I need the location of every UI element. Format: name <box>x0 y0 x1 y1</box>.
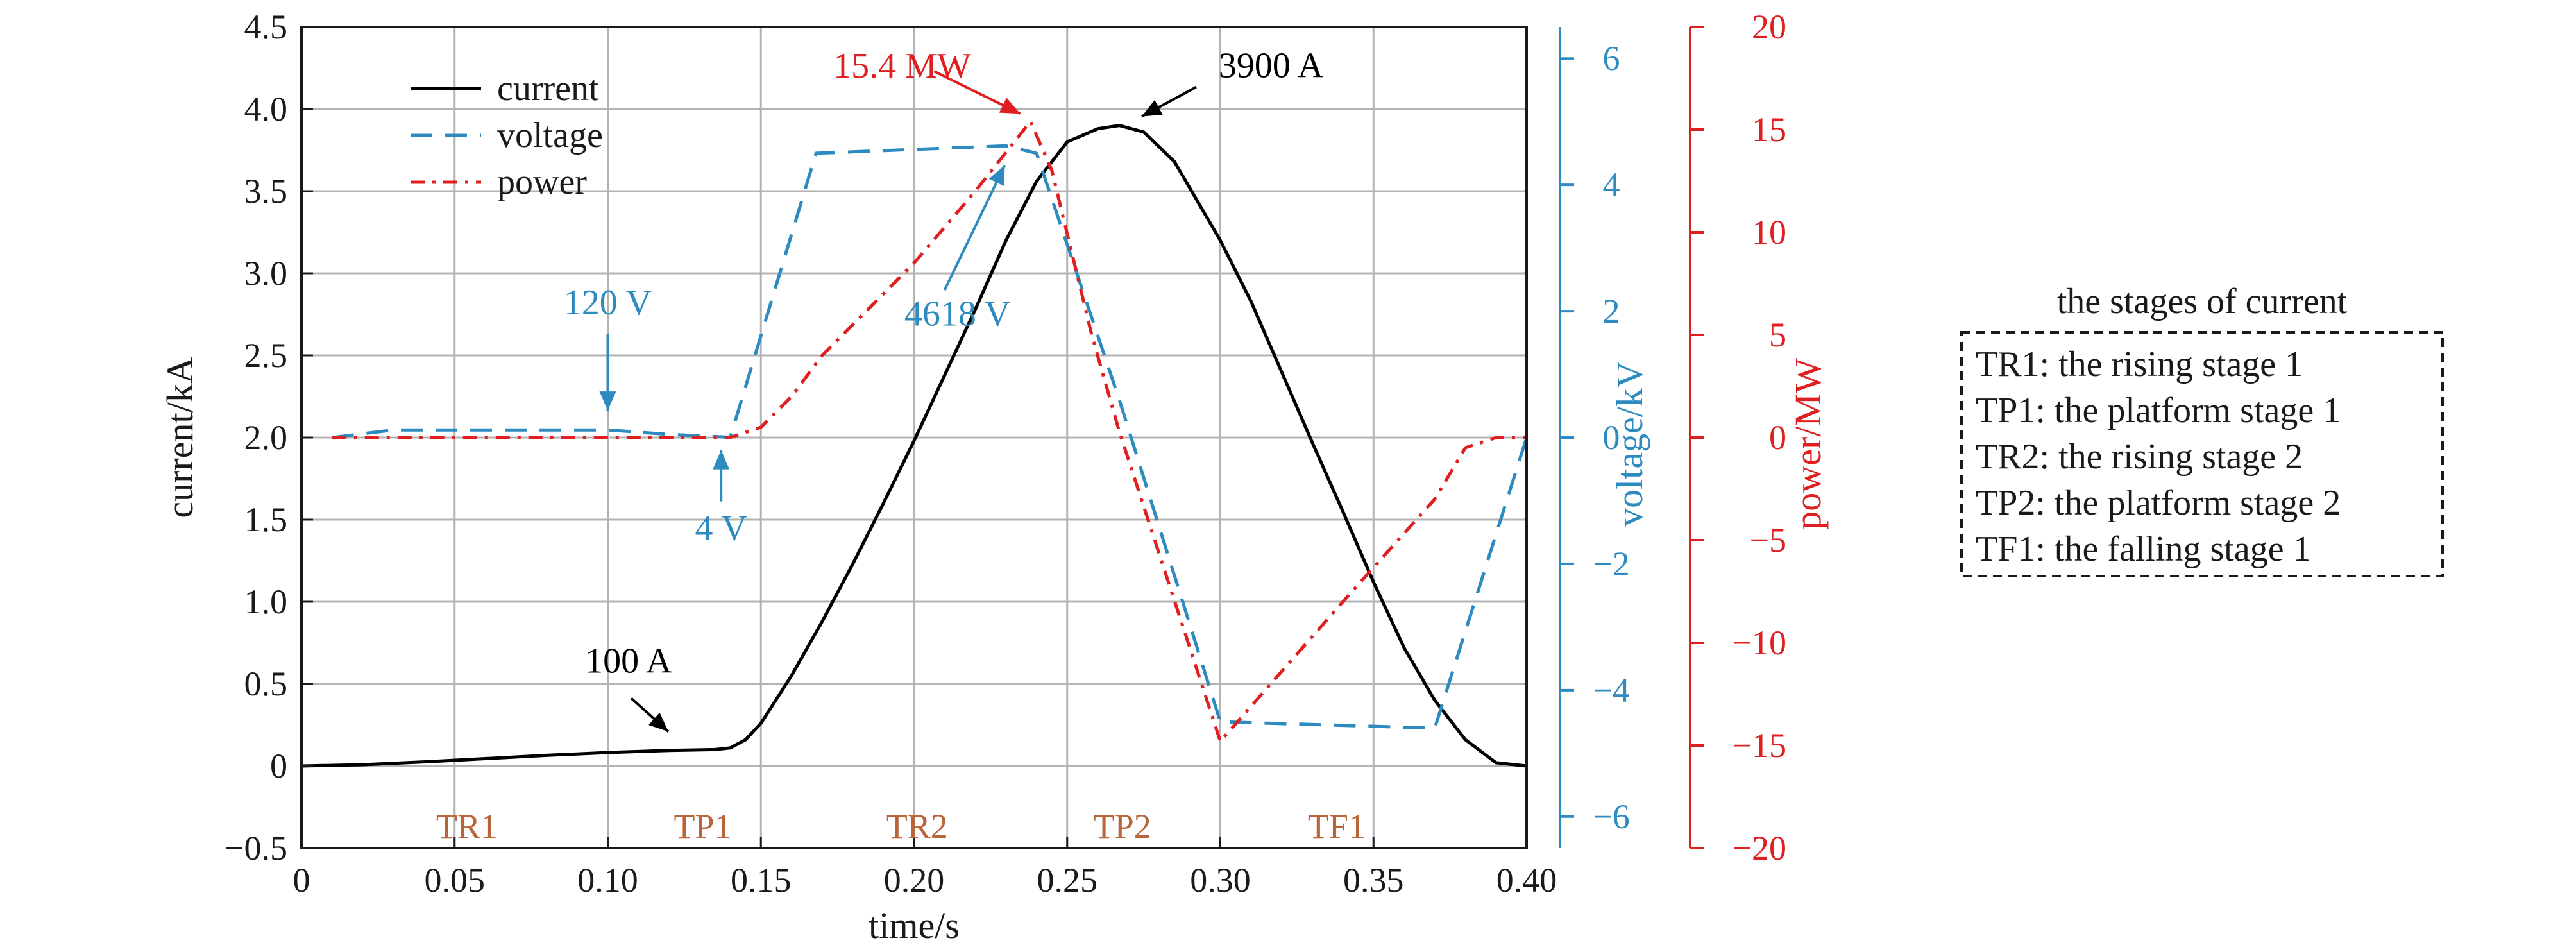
y-axis-title-power: power/MW <box>1787 358 1829 530</box>
stages-legend-box: the stages of current TR1: the rising sta… <box>1960 282 2444 577</box>
y-tick-label: 4.0 <box>244 90 288 128</box>
y-tick-label: 2.0 <box>244 418 288 457</box>
x-tick-label: 0.35 <box>1343 861 1404 899</box>
legend: current voltage power <box>411 69 603 202</box>
x-tick-label: 0.25 <box>1037 861 1098 899</box>
y-tick-label: 1.0 <box>244 583 288 621</box>
legend-label-current: current <box>497 69 599 108</box>
ann-154mw-label: 15.4 MW <box>833 46 971 86</box>
y-tick-label: 0 <box>270 747 287 785</box>
stages-box-item: TR2: the rising stage 2 <box>1976 437 2303 477</box>
voltage-tick-label: 0 <box>1603 418 1620 457</box>
x-tick-label: 0 <box>293 861 310 899</box>
stages-box-item: TR1: the rising stage 1 <box>1976 345 2303 384</box>
stages-box-item: TP2: the platform stage 2 <box>1976 483 2341 523</box>
x-tick-label: 0.30 <box>1190 861 1251 899</box>
y-tick-label: 2.5 <box>244 336 288 375</box>
voltage-tick-label: −6 <box>1593 797 1629 836</box>
stage-label-tf1: TF1 <box>1308 807 1366 846</box>
series-line-current <box>301 124 1527 768</box>
legend-label-power: power <box>497 162 587 202</box>
x-tick-label: 0.05 <box>425 861 486 899</box>
ann-4618v-label: 4618 V <box>904 294 1010 334</box>
voltage-tick-label: 6 <box>1603 39 1620 78</box>
y-tick-label: 0.5 <box>244 665 288 703</box>
stage-label-tp2: TP2 <box>1094 807 1151 846</box>
stages-box-title: the stages of current <box>2057 282 2348 321</box>
stages-box-item: TF1: the falling stage 1 <box>1976 529 2311 569</box>
power-tick-label: 5 <box>1769 316 1786 354</box>
ann-3900a-arrowhead <box>1141 99 1163 117</box>
power-tick-label: 15 <box>1752 110 1786 149</box>
x-tick-label: 0.40 <box>1496 861 1557 899</box>
y-axis-title-current: current/kA <box>159 357 201 518</box>
x-tick-label: 0.10 <box>577 861 638 899</box>
plot-frame <box>300 26 1528 849</box>
stage-label-tr1: TR1 <box>436 807 498 846</box>
ann-4618v-arrowhead <box>988 165 1005 186</box>
ann-100a-label: 100 A <box>585 641 672 681</box>
y-tick-label: 3.0 <box>244 254 288 293</box>
series-line-power <box>332 119 1527 744</box>
power-tick-label: −10 <box>1733 624 1786 662</box>
voltage-tick-label: −2 <box>1593 545 1629 583</box>
x-tick-label: 0.15 <box>731 861 792 899</box>
y-axis-title-voltage: voltage/kV <box>1609 361 1650 527</box>
stages-box-item: TP1: the platform stage 1 <box>1976 391 2341 430</box>
ann-4v-label: 4 V <box>695 509 747 549</box>
axes: 0 0.05 0.10 0.15 0.20 0.25 0.30 0.35 0.40−0.500.… <box>159 8 1829 945</box>
grid <box>300 26 1528 849</box>
legend-label-voltage: voltage <box>497 115 603 155</box>
y-tick-label: −0.5 <box>225 829 287 867</box>
y-tick-label: 3.5 <box>244 172 288 210</box>
power-tick-label: −5 <box>1750 521 1786 559</box>
ann-4618v-arrow <box>943 164 1006 291</box>
ann-120v-label: 120 V <box>564 283 652 323</box>
power-tick-label: −20 <box>1733 829 1786 867</box>
power-tick-label: 10 <box>1752 213 1786 251</box>
annotations: TR1 TP1 TR2 TP2 TF1 100 A 3900 A 15.4 MW 120 V 4 … <box>436 46 1366 846</box>
power-tick-label: −15 <box>1733 726 1786 765</box>
voltage-tick-label: −4 <box>1593 671 1629 710</box>
voltage-tick-label: 4 <box>1603 166 1620 204</box>
ann-100a-arrowhead <box>648 712 669 732</box>
voltage-tick-label: 2 <box>1603 292 1620 330</box>
x-tick-label: 0.20 <box>884 861 945 899</box>
stages-box-border <box>1960 331 2444 577</box>
y-tick-label: 4.5 <box>244 8 288 46</box>
stage-label-tr2: TR2 <box>886 807 948 846</box>
power-tick-label: 0 <box>1769 418 1786 457</box>
ann-3900a-label: 3900 A <box>1219 46 1324 86</box>
y-tick-label: 1.5 <box>244 500 288 539</box>
power-tick-label: 20 <box>1752 8 1786 46</box>
stage-label-tp1: TP1 <box>674 807 732 846</box>
ann-154mw-arrowhead <box>999 98 1021 114</box>
x-axis-title: time/s <box>869 905 960 945</box>
series-layer <box>301 119 1529 768</box>
ann-4v-arrowhead <box>713 450 730 470</box>
ann-120v-arrowhead <box>599 391 616 411</box>
